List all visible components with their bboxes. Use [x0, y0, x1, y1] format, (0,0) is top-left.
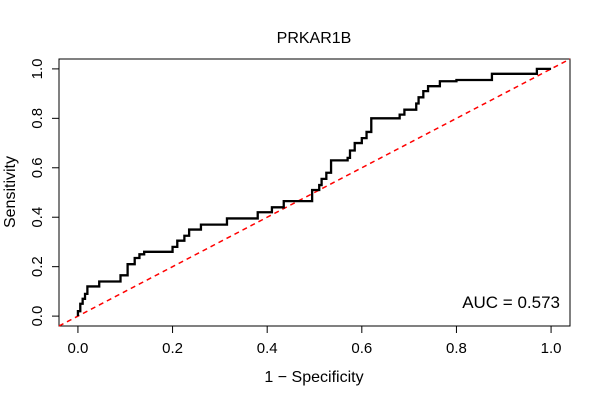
chart-title: PRKAR1B: [277, 30, 352, 47]
x-tick-label: 0.8: [446, 340, 467, 357]
y-tick-label: 0.6: [29, 157, 46, 178]
x-tick-label: 0.4: [257, 340, 278, 357]
x-axis: 0.0 0.2 0.4 0.6 0.8 1.0: [67, 325, 562, 357]
x-tick-label: 0.0: [67, 340, 88, 357]
x-tick-label: 0.6: [351, 340, 372, 357]
y-axis-label: Sensitivity: [2, 156, 19, 228]
auc-annotation: AUC = 0.573: [462, 293, 560, 312]
y-axis: 0.0 0.2 0.4 0.6 0.8 1.0: [29, 58, 60, 327]
y-tick-label: 0.8: [29, 108, 46, 129]
y-tick-label: 0.2: [29, 256, 46, 277]
y-tick-label: 0.4: [29, 207, 46, 228]
x-axis-label: 1 − Specificity: [264, 369, 363, 386]
y-tick-label: 0.0: [29, 306, 46, 327]
x-tick-label: 1.0: [541, 340, 562, 357]
chance-line: [58, 58, 571, 327]
x-tick-label: 0.2: [162, 340, 183, 357]
roc-curve: [76, 67, 552, 317]
y-tick-label: 1.0: [29, 58, 46, 79]
plot-area: [58, 58, 571, 327]
